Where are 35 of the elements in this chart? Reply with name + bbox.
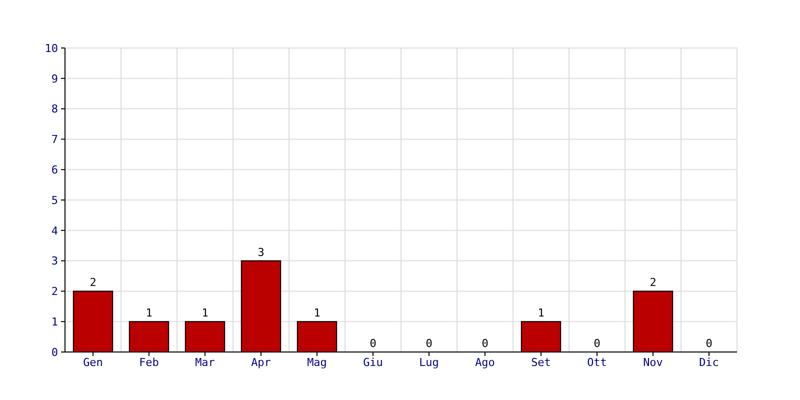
data-label: 2 — [90, 276, 96, 290]
data-label: 0 — [482, 337, 488, 350]
data-label: 0 — [706, 337, 712, 350]
y-tick-label: 6 — [51, 163, 58, 176]
x-tick-label: Dic — [699, 356, 719, 369]
data-label: 1 — [202, 306, 208, 320]
data-label: 0 — [594, 337, 600, 350]
data-label: 1 — [146, 306, 152, 320]
y-tick-label: 3 — [51, 254, 58, 268]
x-tick-label: Ago — [475, 356, 495, 369]
data-label: 0 — [426, 337, 432, 350]
x-tick-label: Nov — [643, 356, 664, 369]
data-label: 1 — [314, 306, 320, 320]
y-tick-label: 9 — [51, 72, 58, 86]
y-tick-label: 0 — [51, 346, 58, 359]
data-label: 0 — [370, 337, 376, 350]
x-tick-label: Feb — [139, 356, 159, 369]
x-tick-label: Mag — [307, 356, 327, 369]
x-tick-label: Ott — [587, 356, 607, 369]
x-tick-label: Apr — [251, 356, 272, 369]
y-tick-label: 2 — [51, 285, 58, 298]
y-tick-label: 7 — [51, 133, 58, 146]
x-tick-label: Set — [531, 356, 551, 369]
data-label: 2 — [650, 276, 656, 290]
data-label: 1 — [538, 306, 544, 320]
x-tick-label: Gen — [83, 356, 103, 369]
y-tick-label: 5 — [51, 194, 58, 207]
y-tick-label: 10 — [44, 42, 58, 55]
y-tick-label: 1 — [51, 315, 58, 328]
data-label: 3 — [258, 246, 264, 259]
x-tick-label: Lug — [419, 356, 439, 369]
x-tick-label: Giu — [363, 356, 383, 369]
y-tick-label: 8 — [51, 102, 58, 116]
y-tick-label: 4 — [51, 224, 58, 238]
x-tick-label: Mar — [195, 356, 216, 369]
